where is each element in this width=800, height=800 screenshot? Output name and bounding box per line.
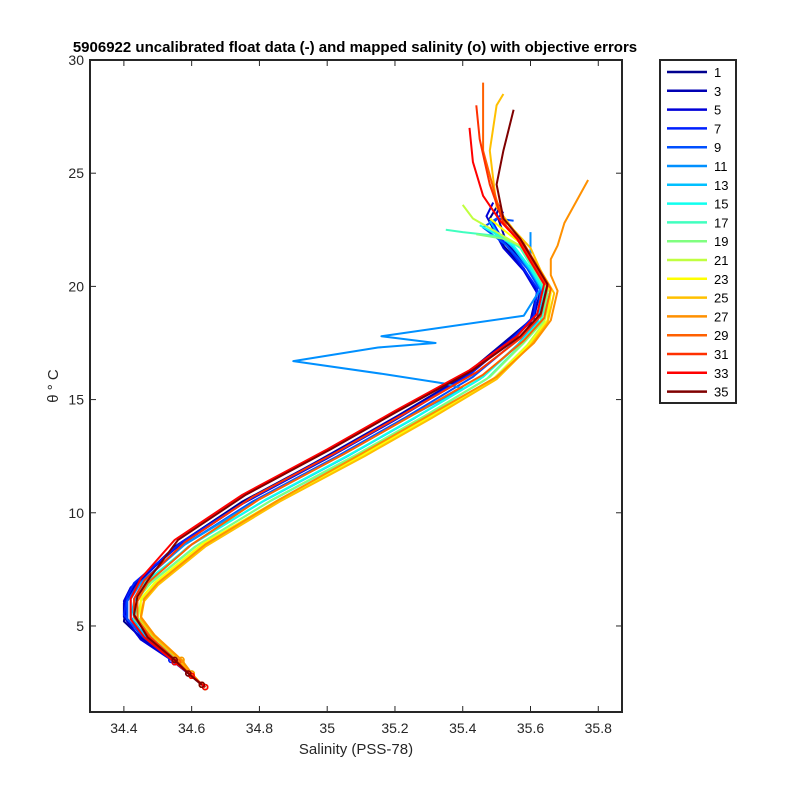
legend-label-29: 29 — [714, 328, 728, 343]
series-line-33 — [129, 127, 546, 688]
legend-label-27: 27 — [714, 309, 728, 324]
x-tick-label: 34.8 — [246, 720, 273, 736]
x-tick-label: 35.8 — [585, 720, 612, 736]
y-tick-label: 15 — [68, 392, 84, 408]
legend-label-1: 1 — [714, 65, 721, 80]
legend-box — [659, 59, 737, 404]
legend-label-15: 15 — [714, 197, 728, 212]
mapped-point-35-1 — [185, 670, 192, 677]
y-tick-label: 30 — [68, 52, 84, 68]
series-line-35 — [133, 109, 549, 686]
legend-label-11: 11 — [714, 159, 728, 174]
legend-label-35: 35 — [714, 385, 728, 400]
legend-label-33: 33 — [714, 366, 728, 381]
x-axis: 34.4 34.6 34.8 35 35.2 35.4 35.6 35.8 — [110, 60, 612, 736]
y-tick-label: 10 — [68, 505, 84, 521]
series-layer — [122, 82, 589, 691]
legend-label-13: 13 — [714, 178, 728, 193]
x-tick-label: 35.6 — [517, 720, 544, 736]
legend-label-31: 31 — [714, 347, 728, 362]
legend-label-9: 9 — [714, 140, 721, 155]
legend-label-3: 3 — [714, 84, 721, 99]
mapped-point-35-2 — [171, 656, 178, 664]
legend-label-23: 23 — [714, 272, 728, 287]
y-tick-label: 20 — [68, 278, 84, 294]
plot-area: 34.4 34.6 34.8 35 35.2 35.4 35.6 35.8 5 10 15 20 25… — [68, 52, 623, 736]
x-tick-label: 34.6 — [178, 720, 205, 736]
x-tick-label: 35 — [319, 720, 335, 736]
legend-label-25: 25 — [714, 291, 728, 306]
legend-label-17: 17 — [714, 215, 728, 230]
series-line-25 — [139, 93, 556, 688]
x-tick-label: 34.4 — [110, 720, 137, 736]
y-tick-label: 25 — [68, 165, 84, 181]
y-tick-label: 5 — [76, 618, 84, 634]
y-axis-label: θ ° C — [45, 369, 62, 403]
x-axis-label: Salinity (PSS-78) — [299, 741, 413, 758]
plot-background — [90, 60, 622, 712]
x-tick-label: 35.4 — [449, 720, 476, 736]
plot-frame — [89, 59, 623, 713]
legend-label-21: 21 — [714, 253, 728, 268]
series-line-27 — [139, 179, 589, 686]
y-axis: 5 10 15 20 25 30 — [68, 52, 622, 634]
mapped-point-35-0 — [198, 681, 206, 689]
legend-label-7: 7 — [714, 121, 721, 136]
legend-label-5: 5 — [714, 103, 721, 118]
legend-label-19: 19 — [714, 234, 728, 249]
x-tick-label: 35.2 — [381, 720, 408, 736]
chart-title: 5906922 uncalibrated float data (-) and … — [73, 39, 637, 56]
